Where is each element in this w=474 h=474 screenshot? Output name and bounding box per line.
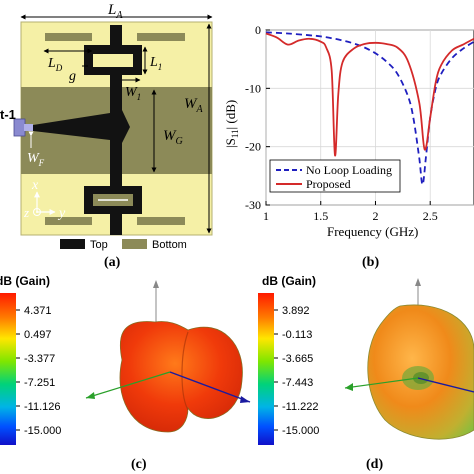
caption-b: (b): [362, 255, 379, 270]
axis-x-label: x: [31, 178, 39, 193]
panel-d-radiation-pattern: dB (Gain) 3.892 -0.113 -3.665 -7.443 -11…: [258, 274, 474, 472]
dim-WG-label: WG: [163, 128, 183, 147]
scale-c-title: dB (Gain): [0, 274, 50, 288]
scale-d-tick: -3.665: [282, 353, 313, 365]
legend-bottom-label: Bottom: [152, 239, 187, 251]
x-tick-label: 1: [263, 209, 269, 223]
dim-g-label: g: [69, 69, 76, 84]
x-axis-label: Frequency (GHz): [327, 224, 418, 239]
x-ticks: 1 1.5 2 2.5: [263, 201, 438, 223]
dim-LA-label: LA: [107, 2, 123, 21]
series-line-proposed: [265, 32, 474, 157]
axis-z-label: z: [23, 205, 29, 220]
bottom-strip-top-right: [137, 33, 185, 41]
grid: [265, 29, 474, 206]
scale-d-ticks: 3.892 -0.113 -3.665 -7.443 -11.222 -15.0…: [274, 305, 319, 437]
scale-c-tick: 0.497: [24, 329, 52, 341]
scale-c-tick: 4.371: [24, 305, 52, 317]
series-line-no-loop-loading: [265, 31, 474, 186]
top-loop-slot: [93, 54, 133, 67]
legend-top-label: Top: [90, 239, 108, 251]
coordinate-axes: x y z: [23, 178, 66, 221]
panel-a-antenna-layout: LA LD g L1 W1 WA WG WF t-1 x y: [0, 2, 213, 270]
scale-d-tick: -15.000: [282, 425, 319, 437]
series-group: [265, 31, 474, 186]
x-tick-label: 1.5: [313, 209, 328, 223]
scale-c-ticks: 4.371 0.497 -3.377 -7.251 -11.126 -15.00…: [16, 305, 61, 437]
scale-c-tick: -3.377: [24, 353, 55, 365]
y-tick-label: -30: [245, 198, 261, 212]
caption-d: (d): [366, 457, 383, 472]
x-tick-label: 2: [372, 209, 378, 223]
scale-c-tick: -11.126: [24, 401, 61, 413]
legend-box: No Loop Loading Proposed: [269, 159, 401, 193]
bottom-strip-top-left: [45, 33, 92, 41]
bottom-strip-bottom-left: [45, 217, 92, 225]
dim-W1-label: W1: [125, 85, 141, 102]
legend-top-swatch: [60, 239, 85, 249]
feed-junction: [110, 110, 130, 143]
x-tick-label: 2.5: [423, 209, 438, 223]
scale-d-tick: -7.443: [282, 377, 313, 389]
scale-c-tick: -7.251: [24, 377, 55, 389]
caption-c: (c): [131, 457, 147, 472]
sma-pin: [24, 124, 33, 131]
dim-WA-label: WA: [184, 96, 204, 115]
y-tick-label: -10: [245, 81, 261, 95]
legend-bottom-swatch: [122, 239, 147, 249]
scale-d-tick: 3.892: [282, 305, 310, 317]
y-ticks: 0 -10 -20 -30: [245, 23, 270, 212]
scale-d-colorbar: [258, 293, 274, 445]
y-tick-label: 0: [255, 23, 261, 37]
scale-c-colorbar: [0, 293, 16, 445]
dim-L1-label: L1: [149, 55, 162, 72]
dim-WF-label: WF: [27, 151, 45, 168]
dim-LD-label: LD: [47, 56, 63, 73]
panel-c-radiation-pattern: dB (Gain) 4.371 0.497 -3.377 -7.251 -11.…: [0, 274, 251, 472]
y-tick-label: -20: [245, 140, 261, 154]
pattern-d-lobe: [344, 278, 474, 440]
caption-a: (a): [104, 255, 121, 270]
pattern-c-lobe: [85, 280, 251, 433]
port-label: t-1: [0, 107, 16, 122]
bottom-strip-bottom-right: [137, 217, 185, 225]
y-axis-label: |S11| (dB): [223, 100, 240, 148]
scale-d-title: dB (Gain): [262, 274, 316, 288]
scale-d-tick: -11.222: [282, 401, 319, 413]
legend-label-no-loop: No Loop Loading: [306, 163, 392, 177]
axis-y-label: y: [57, 206, 66, 221]
panel-b-s11-chart: 1 1.5 2 2.5 0 -10 -20 -30 |S11| (dB) Frequency…: [223, 23, 474, 270]
tapered-feed: [33, 113, 110, 140]
scale-c-tick: -15.000: [24, 425, 61, 437]
legend-label-proposed: Proposed: [306, 177, 351, 191]
scale-d-tick: -0.113: [282, 329, 312, 341]
